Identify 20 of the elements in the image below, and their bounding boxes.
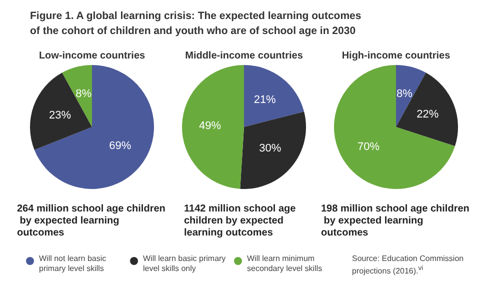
data-label: 69% — [109, 140, 132, 152]
data-label: 22% — [416, 108, 439, 120]
text: 198 million school age children by expected learning outcomes — [321, 204, 470, 238]
data-label: 8% — [76, 88, 92, 100]
source-note: Source: Education Commission projections (2016).$^{vi}$ — [352, 254, 465, 277]
chart-title: Figure 1. A global learning crisis: The expected learning outcomes of the cohort of children and youth who are of school age in 2030 — [30, 9, 362, 39]
legend-label: Will not learn basic primary level skills — [39, 254, 108, 274]
chart-subtitle: High-income countries — [342, 50, 451, 62]
data-label: 21% — [254, 94, 276, 106]
data-label: 70% — [357, 140, 380, 153]
data-label: 30% — [259, 142, 282, 155]
chart-subtitle: Low-income countries — [38, 50, 146, 62]
chart-subtitle: Middle-income countries — [185, 50, 304, 62]
data-label: 49% — [199, 120, 222, 132]
data-label: 8% — [396, 88, 413, 100]
text: 1142 million school age children by expected learning outcomes — [184, 204, 298, 238]
text: 264 million school age children by expected learning outcomes — [17, 204, 166, 238]
legend-label: Will learn minimum secondary level skills — [247, 254, 324, 274]
data-label: 23% — [48, 109, 72, 122]
legend-label: Will learn basic primary level skills only — [143, 254, 227, 274]
